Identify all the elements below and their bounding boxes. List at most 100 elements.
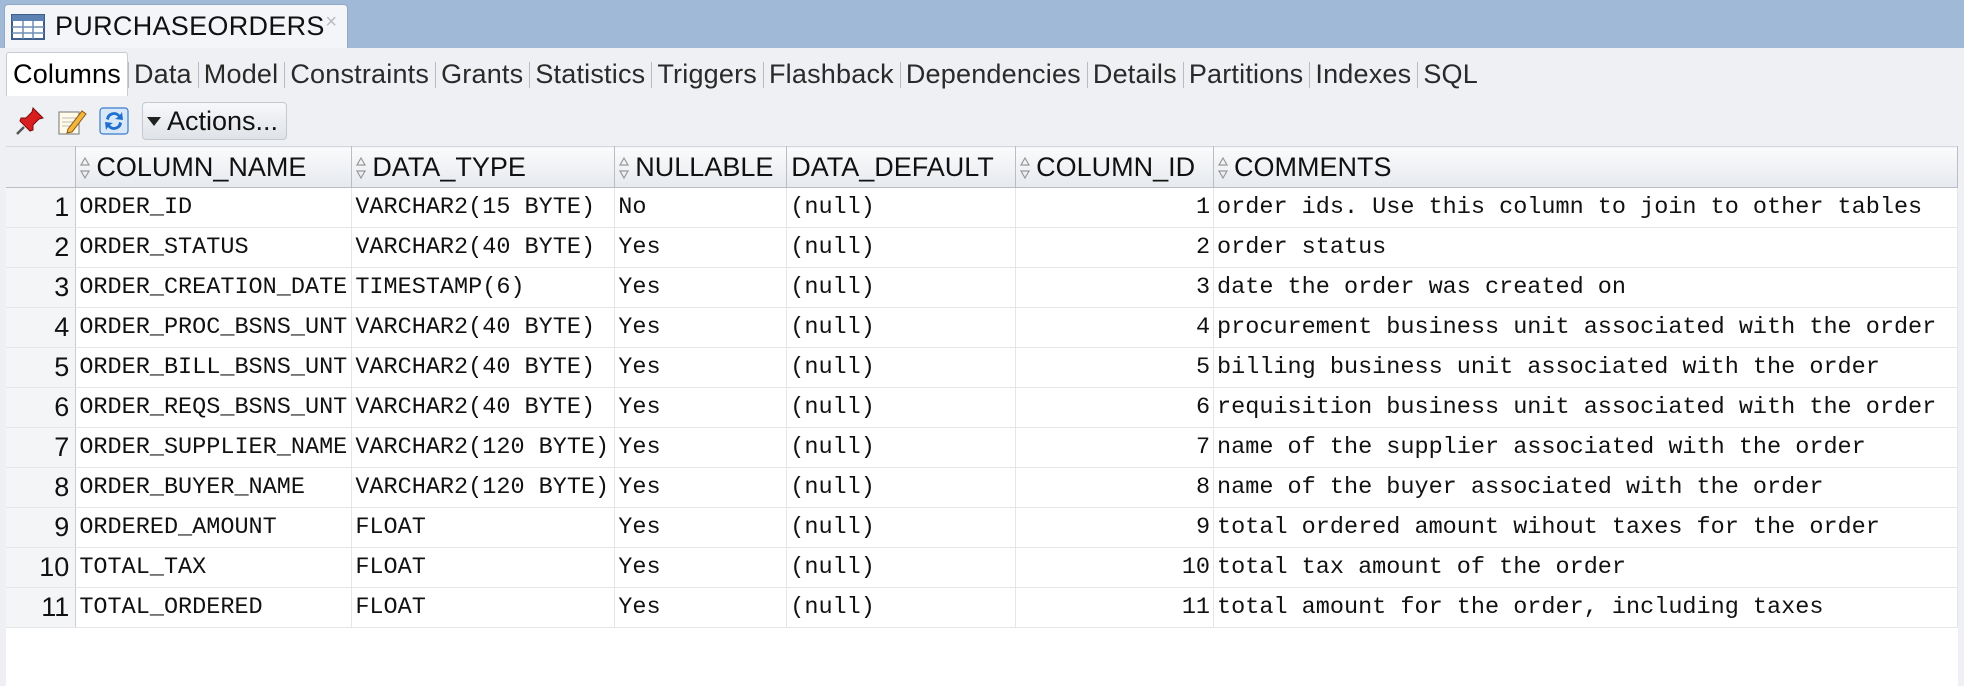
tab-columns[interactable]: Columns — [6, 52, 128, 96]
cell-data-type[interactable]: TIMESTAMP(6) — [351, 267, 616, 308]
cell-column-name[interactable]: TOTAL_TAX — [75, 547, 353, 588]
cell-column-id[interactable]: 9 — [1015, 507, 1215, 548]
cell-column-name[interactable]: ORDER_REQS_BSNS_UNT — [75, 387, 353, 428]
header-data-type[interactable]: DATA_TYPE — [351, 146, 616, 188]
table-row[interactable]: 8 ORDER_BUYER_NAME VARCHAR2(120 BYTE) Ye… — [6, 467, 1958, 508]
cell-column-name[interactable]: ORDER_CREATION_DATE — [75, 267, 353, 308]
table-row[interactable]: 9 ORDERED_AMOUNT FLOAT Yes (null) 9 tota… — [6, 507, 1958, 548]
refresh-icon[interactable] — [96, 103, 132, 139]
tab-constraints[interactable]: Constraints — [284, 52, 435, 96]
cell-nullable[interactable]: Yes — [614, 387, 788, 428]
table-row[interactable]: 4 ORDER_PROC_BSNS_UNT VARCHAR2(40 BYTE) … — [6, 307, 1958, 348]
cell-nullable[interactable]: Yes — [614, 227, 788, 268]
document-tab-purchaseorders[interactable]: PURCHASEORDERS × — [4, 4, 348, 48]
table-row[interactable]: 7 ORDER_SUPPLIER_NAME VARCHAR2(120 BYTE)… — [6, 427, 1958, 468]
actions-dropdown-button[interactable]: Actions... — [142, 102, 288, 140]
tab-data[interactable]: Data — [127, 52, 198, 96]
cell-comments[interactable]: order status — [1213, 227, 1958, 268]
cell-data-default[interactable]: (null) — [786, 307, 1017, 348]
cell-comments[interactable]: total tax amount of the order — [1213, 547, 1958, 588]
cell-data-default[interactable]: (null) — [786, 427, 1017, 468]
cell-data-type[interactable]: VARCHAR2(40 BYTE) — [351, 387, 616, 428]
cell-nullable[interactable]: Yes — [614, 307, 788, 348]
cell-column-id[interactable]: 1 — [1015, 187, 1215, 228]
tab-partitions[interactable]: Partitions — [1182, 52, 1310, 96]
table-row[interactable]: 2 ORDER_STATUS VARCHAR2(40 BYTE) Yes (nu… — [6, 227, 1958, 268]
tab-flashback[interactable]: Flashback — [762, 52, 900, 96]
cell-comments[interactable]: order ids. Use this column to join to ot… — [1213, 187, 1958, 228]
cell-data-type[interactable]: VARCHAR2(15 BYTE) — [351, 187, 616, 228]
cell-column-name[interactable]: ORDER_SUPPLIER_NAME — [75, 427, 353, 468]
cell-data-type[interactable]: VARCHAR2(40 BYTE) — [351, 307, 616, 348]
cell-column-name[interactable]: ORDER_BILL_BSNS_UNT — [75, 347, 353, 388]
cell-nullable[interactable]: Yes — [614, 507, 788, 548]
cell-comments[interactable]: total amount for the order, including ta… — [1213, 587, 1958, 628]
tab-dependencies[interactable]: Dependencies — [899, 52, 1087, 96]
cell-column-id[interactable]: 8 — [1015, 467, 1215, 508]
cell-column-id[interactable]: 7 — [1015, 427, 1215, 468]
table-row[interactable]: 11 TOTAL_ORDERED FLOAT Yes (null) 11 tot… — [6, 587, 1958, 628]
cell-data-default[interactable]: (null) — [786, 387, 1017, 428]
cell-comments[interactable]: procurement business unit associated wit… — [1213, 307, 1958, 348]
cell-column-name[interactable]: ORDER_ID — [75, 187, 353, 228]
cell-data-type[interactable]: FLOAT — [351, 547, 616, 588]
cell-nullable[interactable]: Yes — [614, 587, 788, 628]
cell-data-default[interactable]: (null) — [786, 347, 1017, 388]
cell-data-type[interactable]: VARCHAR2(40 BYTE) — [351, 227, 616, 268]
tab-grants[interactable]: Grants — [435, 52, 529, 96]
header-nullable[interactable]: NULLABLE — [614, 146, 788, 188]
table-row[interactable]: 6 ORDER_REQS_BSNS_UNT VARCHAR2(40 BYTE) … — [6, 387, 1958, 428]
cell-nullable[interactable]: Yes — [614, 427, 788, 468]
cell-nullable[interactable]: Yes — [614, 347, 788, 388]
table-row[interactable]: 1 ORDER_ID VARCHAR2(15 BYTE) No (null) 1… — [6, 187, 1958, 228]
cell-comments[interactable]: name of the buyer associated with the or… — [1213, 467, 1958, 508]
tab-details[interactable]: Details — [1086, 52, 1183, 96]
cell-column-id[interactable]: 2 — [1015, 227, 1215, 268]
cell-data-default[interactable]: (null) — [786, 227, 1017, 268]
cell-column-name[interactable]: ORDER_PROC_BSNS_UNT — [75, 307, 353, 348]
cell-column-id[interactable]: 6 — [1015, 387, 1215, 428]
cell-column-id[interactable]: 10 — [1015, 547, 1215, 588]
header-data-default[interactable]: DATA_DEFAULT — [786, 146, 1017, 188]
cell-data-type[interactable]: FLOAT — [351, 587, 616, 628]
cell-comments[interactable]: billing business unit associated with th… — [1213, 347, 1958, 388]
cell-comments[interactable]: date the order was created on — [1213, 267, 1958, 308]
cell-data-type[interactable]: FLOAT — [351, 507, 616, 548]
cell-column-id[interactable]: 4 — [1015, 307, 1215, 348]
cell-data-default[interactable]: (null) — [786, 187, 1017, 228]
header-column-name[interactable]: COLUMN_NAME — [75, 146, 353, 188]
close-tab-icon[interactable]: × — [325, 11, 337, 33]
tab-triggers[interactable]: Triggers — [651, 52, 763, 96]
tab-model[interactable]: Model — [197, 52, 285, 96]
pin-icon[interactable] — [12, 103, 48, 139]
cell-comments[interactable]: total ordered amount wihout taxes for th… — [1213, 507, 1958, 548]
cell-column-id[interactable]: 3 — [1015, 267, 1215, 308]
cell-nullable[interactable]: Yes — [614, 267, 788, 308]
tab-indexes[interactable]: Indexes — [1309, 52, 1417, 96]
cell-column-id[interactable]: 11 — [1015, 587, 1215, 628]
cell-data-default[interactable]: (null) — [786, 467, 1017, 508]
cell-column-name[interactable]: ORDER_BUYER_NAME — [75, 467, 353, 508]
table-row[interactable]: 10 TOTAL_TAX FLOAT Yes (null) 10 total t… — [6, 547, 1958, 588]
cell-nullable[interactable]: Yes — [614, 467, 788, 508]
cell-data-type[interactable]: VARCHAR2(120 BYTE) — [351, 427, 616, 468]
cell-data-default[interactable]: (null) — [786, 507, 1017, 548]
table-row[interactable]: 5 ORDER_BILL_BSNS_UNT VARCHAR2(40 BYTE) … — [6, 347, 1958, 388]
cell-nullable[interactable]: Yes — [614, 547, 788, 588]
cell-data-default[interactable]: (null) — [786, 267, 1017, 308]
cell-column-name[interactable]: TOTAL_ORDERED — [75, 587, 353, 628]
edit-icon[interactable] — [54, 103, 90, 139]
cell-data-default[interactable]: (null) — [786, 547, 1017, 588]
cell-nullable[interactable]: No — [614, 187, 788, 228]
cell-data-type[interactable]: VARCHAR2(40 BYTE) — [351, 347, 616, 388]
header-comments[interactable]: COMMENTS — [1213, 146, 1958, 188]
header-column-id[interactable]: COLUMN_ID — [1015, 146, 1215, 188]
cell-data-default[interactable]: (null) — [786, 587, 1017, 628]
cell-comments[interactable]: name of the supplier associated with the… — [1213, 427, 1958, 468]
cell-column-id[interactable]: 5 — [1015, 347, 1215, 388]
cell-data-type[interactable]: VARCHAR2(120 BYTE) — [351, 467, 616, 508]
cell-comments[interactable]: requisition business unit associated wit… — [1213, 387, 1958, 428]
cell-column-name[interactable]: ORDER_STATUS — [75, 227, 353, 268]
cell-column-name[interactable]: ORDERED_AMOUNT — [75, 507, 353, 548]
tab-sql[interactable]: SQL — [1417, 52, 1484, 96]
